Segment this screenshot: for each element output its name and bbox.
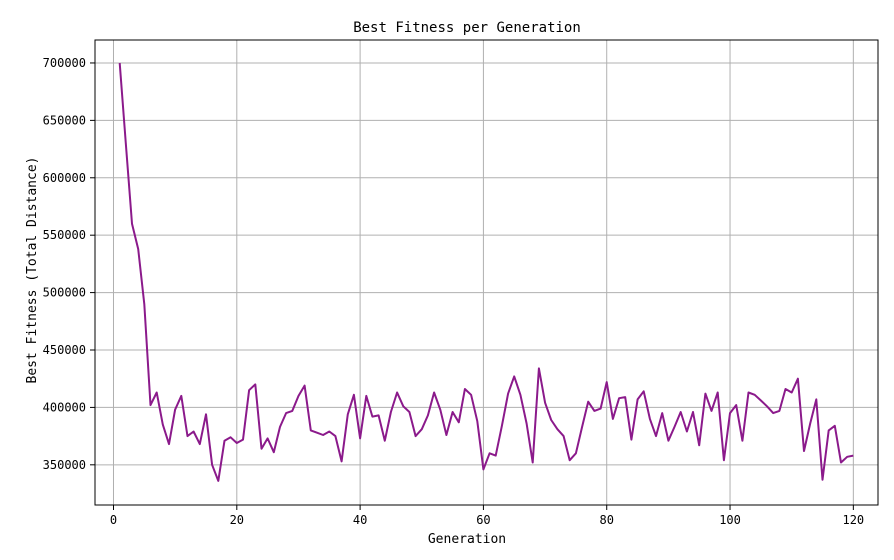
x-tick-label: 60 <box>476 513 490 527</box>
series-layer <box>118 62 854 482</box>
y-tick-label: 550000 <box>43 228 86 242</box>
y-tick-label: 400000 <box>43 400 86 414</box>
y-tick-label: 450000 <box>43 343 86 357</box>
y-tick-label: 500000 <box>43 286 86 300</box>
y-axis-ticks: 350000 400000 450000 500000 550000 600000 6500… <box>43 56 95 472</box>
y-tick-label: 650000 <box>43 113 86 127</box>
x-tick-label: 100 <box>719 513 741 527</box>
y-tick-label: 700000 <box>43 56 86 70</box>
x-tick-label: 40 <box>353 513 367 527</box>
x-tick-label: 120 <box>842 513 864 527</box>
y-tick-label: 350000 <box>43 458 86 472</box>
plot-frame <box>94 39 879 506</box>
x-tick-label: 0 <box>110 513 117 527</box>
series-line <box>118 62 854 482</box>
x-tick-label: 80 <box>599 513 613 527</box>
x-tick-label: 20 <box>230 513 244 527</box>
x-axis-title: Generation <box>428 532 506 547</box>
chart-title: Best Fitness per Generation <box>353 20 581 36</box>
y-axis-title: Best Fitness (Total Distance) <box>25 157 40 384</box>
y-tick-label: 600000 <box>43 171 86 185</box>
x-axis-ticks: 0 20 40 60 80 100 120 <box>110 505 864 527</box>
grid <box>95 40 878 505</box>
